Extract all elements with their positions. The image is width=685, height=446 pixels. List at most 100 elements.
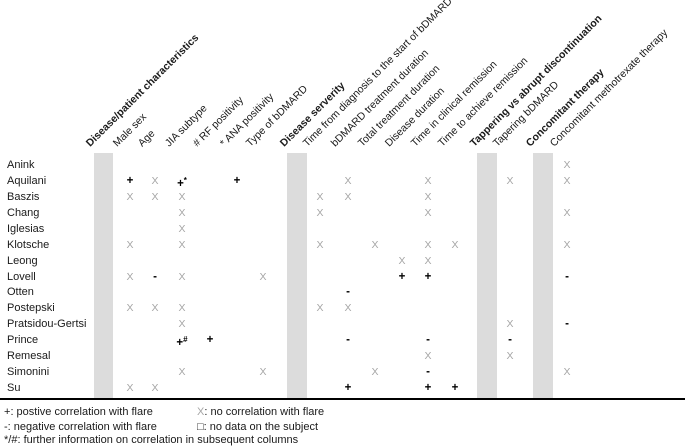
- cell-mark-no-correlation: X: [151, 174, 159, 187]
- cell-mark-no-correlation: X: [151, 302, 159, 315]
- cell-mark-negative: -: [426, 366, 430, 379]
- legend-symbol: X: [197, 406, 205, 418]
- row-label: Su: [7, 382, 21, 395]
- cell-mark-negative: -: [153, 270, 157, 283]
- row-label: Leong: [7, 254, 38, 267]
- cell-mark-negative: -: [508, 334, 512, 347]
- cell-mark-no-correlation: X: [151, 190, 159, 203]
- table-row: Postepski X X X X X: [0, 300, 685, 316]
- table-row: Klotsche X X X X X X X: [0, 237, 685, 253]
- cell-mark-no-correlation: X: [178, 302, 186, 315]
- cell-mark-no-correlation: X: [178, 190, 186, 203]
- cell-mark-negative: -: [346, 286, 350, 299]
- table-row: Chang X X X X: [0, 205, 685, 221]
- row-label: Baszis: [7, 190, 40, 203]
- row-label: Lovell: [7, 270, 36, 283]
- cell-mark-no-correlation: X: [178, 206, 186, 219]
- legend-item-right-0: X: no correlation with flare: [197, 405, 324, 419]
- table-row: Lovell X - X X + + -: [0, 269, 685, 285]
- cell-mark-no-correlation: X: [563, 174, 571, 187]
- table-row: Anink X: [0, 157, 685, 173]
- cell-mark-no-correlation: X: [178, 238, 186, 251]
- legend-symbol: */#: [4, 434, 18, 446]
- cell-mark-no-correlation: X: [506, 318, 514, 331]
- cell-mark-positive: +: [424, 270, 432, 283]
- row-label: Prince: [7, 334, 39, 347]
- row-label: Iglesias: [7, 222, 45, 235]
- cell-mark-positive: +: [451, 382, 459, 395]
- column-band-tappering: [477, 153, 497, 398]
- cell-mark-negative: -: [426, 334, 430, 347]
- cell-mark-no-correlation: X: [178, 270, 186, 283]
- table-row: Otten -: [0, 284, 685, 300]
- cell-mark-negative: -: [346, 334, 350, 347]
- cell-mark-no-correlation: X: [259, 270, 267, 283]
- cell-mark-no-correlation: X: [259, 366, 267, 379]
- row-label: Klotsche: [7, 238, 50, 251]
- row-label: Simonini: [7, 366, 50, 379]
- cell-mark-no-correlation: X: [126, 270, 134, 283]
- table-row: Leong X X: [0, 253, 685, 269]
- table-row: Simonini X X X - X: [0, 364, 685, 380]
- cell-mark-no-correlation: X: [126, 238, 134, 251]
- cell-mark-positive: +#: [176, 335, 188, 350]
- cell-mark-positive: +: [126, 174, 134, 187]
- column-band-concomitant: [533, 153, 553, 398]
- cell-mark-negative: -: [565, 318, 569, 331]
- legend-item-left-0: +: postive correlation with flare: [4, 405, 153, 419]
- cell-mark-no-correlation: X: [424, 254, 432, 267]
- cell-mark-no-correlation: X: [151, 382, 159, 395]
- cell-mark-no-correlation: X: [316, 302, 324, 315]
- cell-mark-no-correlation: X: [178, 318, 186, 331]
- cell-mark-positive: +: [206, 334, 214, 347]
- cell-mark-no-correlation: X: [371, 366, 379, 379]
- cell-mark-no-correlation: X: [563, 159, 571, 171]
- cell-mark-no-correlation: X: [424, 190, 432, 203]
- cell-mark-no-correlation: X: [506, 350, 514, 363]
- legend-text: : further information on correlation in …: [17, 434, 299, 446]
- table-row: Su X X + + +: [0, 380, 685, 396]
- legend-item-footnote: */#: further information on correlation …: [4, 433, 298, 446]
- cell-mark-no-correlation: X: [126, 190, 134, 203]
- legend-text: : negative correlation with flare: [7, 421, 157, 433]
- cell-mark-no-correlation: X: [316, 190, 324, 203]
- row-label: Otten: [7, 286, 34, 299]
- table-row: Baszis X X X X X X: [0, 189, 685, 205]
- table-row: Iglesias X: [0, 221, 685, 237]
- table-row: Remesal X X: [0, 348, 685, 364]
- cell-mark-no-correlation: X: [126, 302, 134, 315]
- cell-mark-no-correlation: X: [451, 238, 459, 251]
- cell-mark-no-correlation: X: [563, 366, 571, 379]
- cell-mark-no-correlation: X: [424, 350, 432, 363]
- legend-item-left-1: -: negative correlation with flare: [4, 420, 157, 434]
- legend-symbol: □: [197, 421, 204, 433]
- row-label: Postepski: [7, 302, 55, 315]
- cell-mark-no-correlation: X: [178, 366, 186, 379]
- table-row: Aquilani + X +* + X X X X: [0, 173, 685, 190]
- cell-mark-no-correlation: X: [178, 222, 186, 235]
- legend-text: : postive correlation with flare: [10, 406, 153, 418]
- row-label: Aquilani: [7, 174, 47, 187]
- cell-mark-positive: +: [344, 382, 352, 395]
- table-bottom-rule: [0, 398, 685, 400]
- cell-mark-no-correlation: X: [371, 238, 379, 251]
- cell-mark-no-correlation: X: [344, 302, 352, 315]
- cell-mark-no-correlation: X: [126, 382, 134, 395]
- cell-mark-no-correlation: X: [424, 238, 432, 251]
- row-label: Remesal: [7, 350, 51, 363]
- column-band-disease_patient: [94, 153, 113, 398]
- cell-mark-no-correlation: X: [424, 206, 432, 219]
- table-row: Pratsidou-Gertsi X X -: [0, 316, 685, 332]
- legend-text: : no data on the subject: [203, 421, 319, 433]
- legend-symbol: -: [4, 421, 8, 433]
- row-label: Pratsidou-Gertsi: [7, 318, 87, 331]
- cell-mark-no-correlation: X: [563, 206, 571, 219]
- column-band-disease_severity: [287, 153, 307, 398]
- row-label: Chang: [7, 206, 40, 219]
- cell-mark-no-correlation: X: [344, 190, 352, 203]
- cell-mark-no-correlation: X: [316, 238, 324, 251]
- legend-symbol: +: [4, 406, 11, 418]
- cell-mark-no-correlation: X: [398, 254, 406, 267]
- cell-mark-negative: -: [565, 270, 569, 283]
